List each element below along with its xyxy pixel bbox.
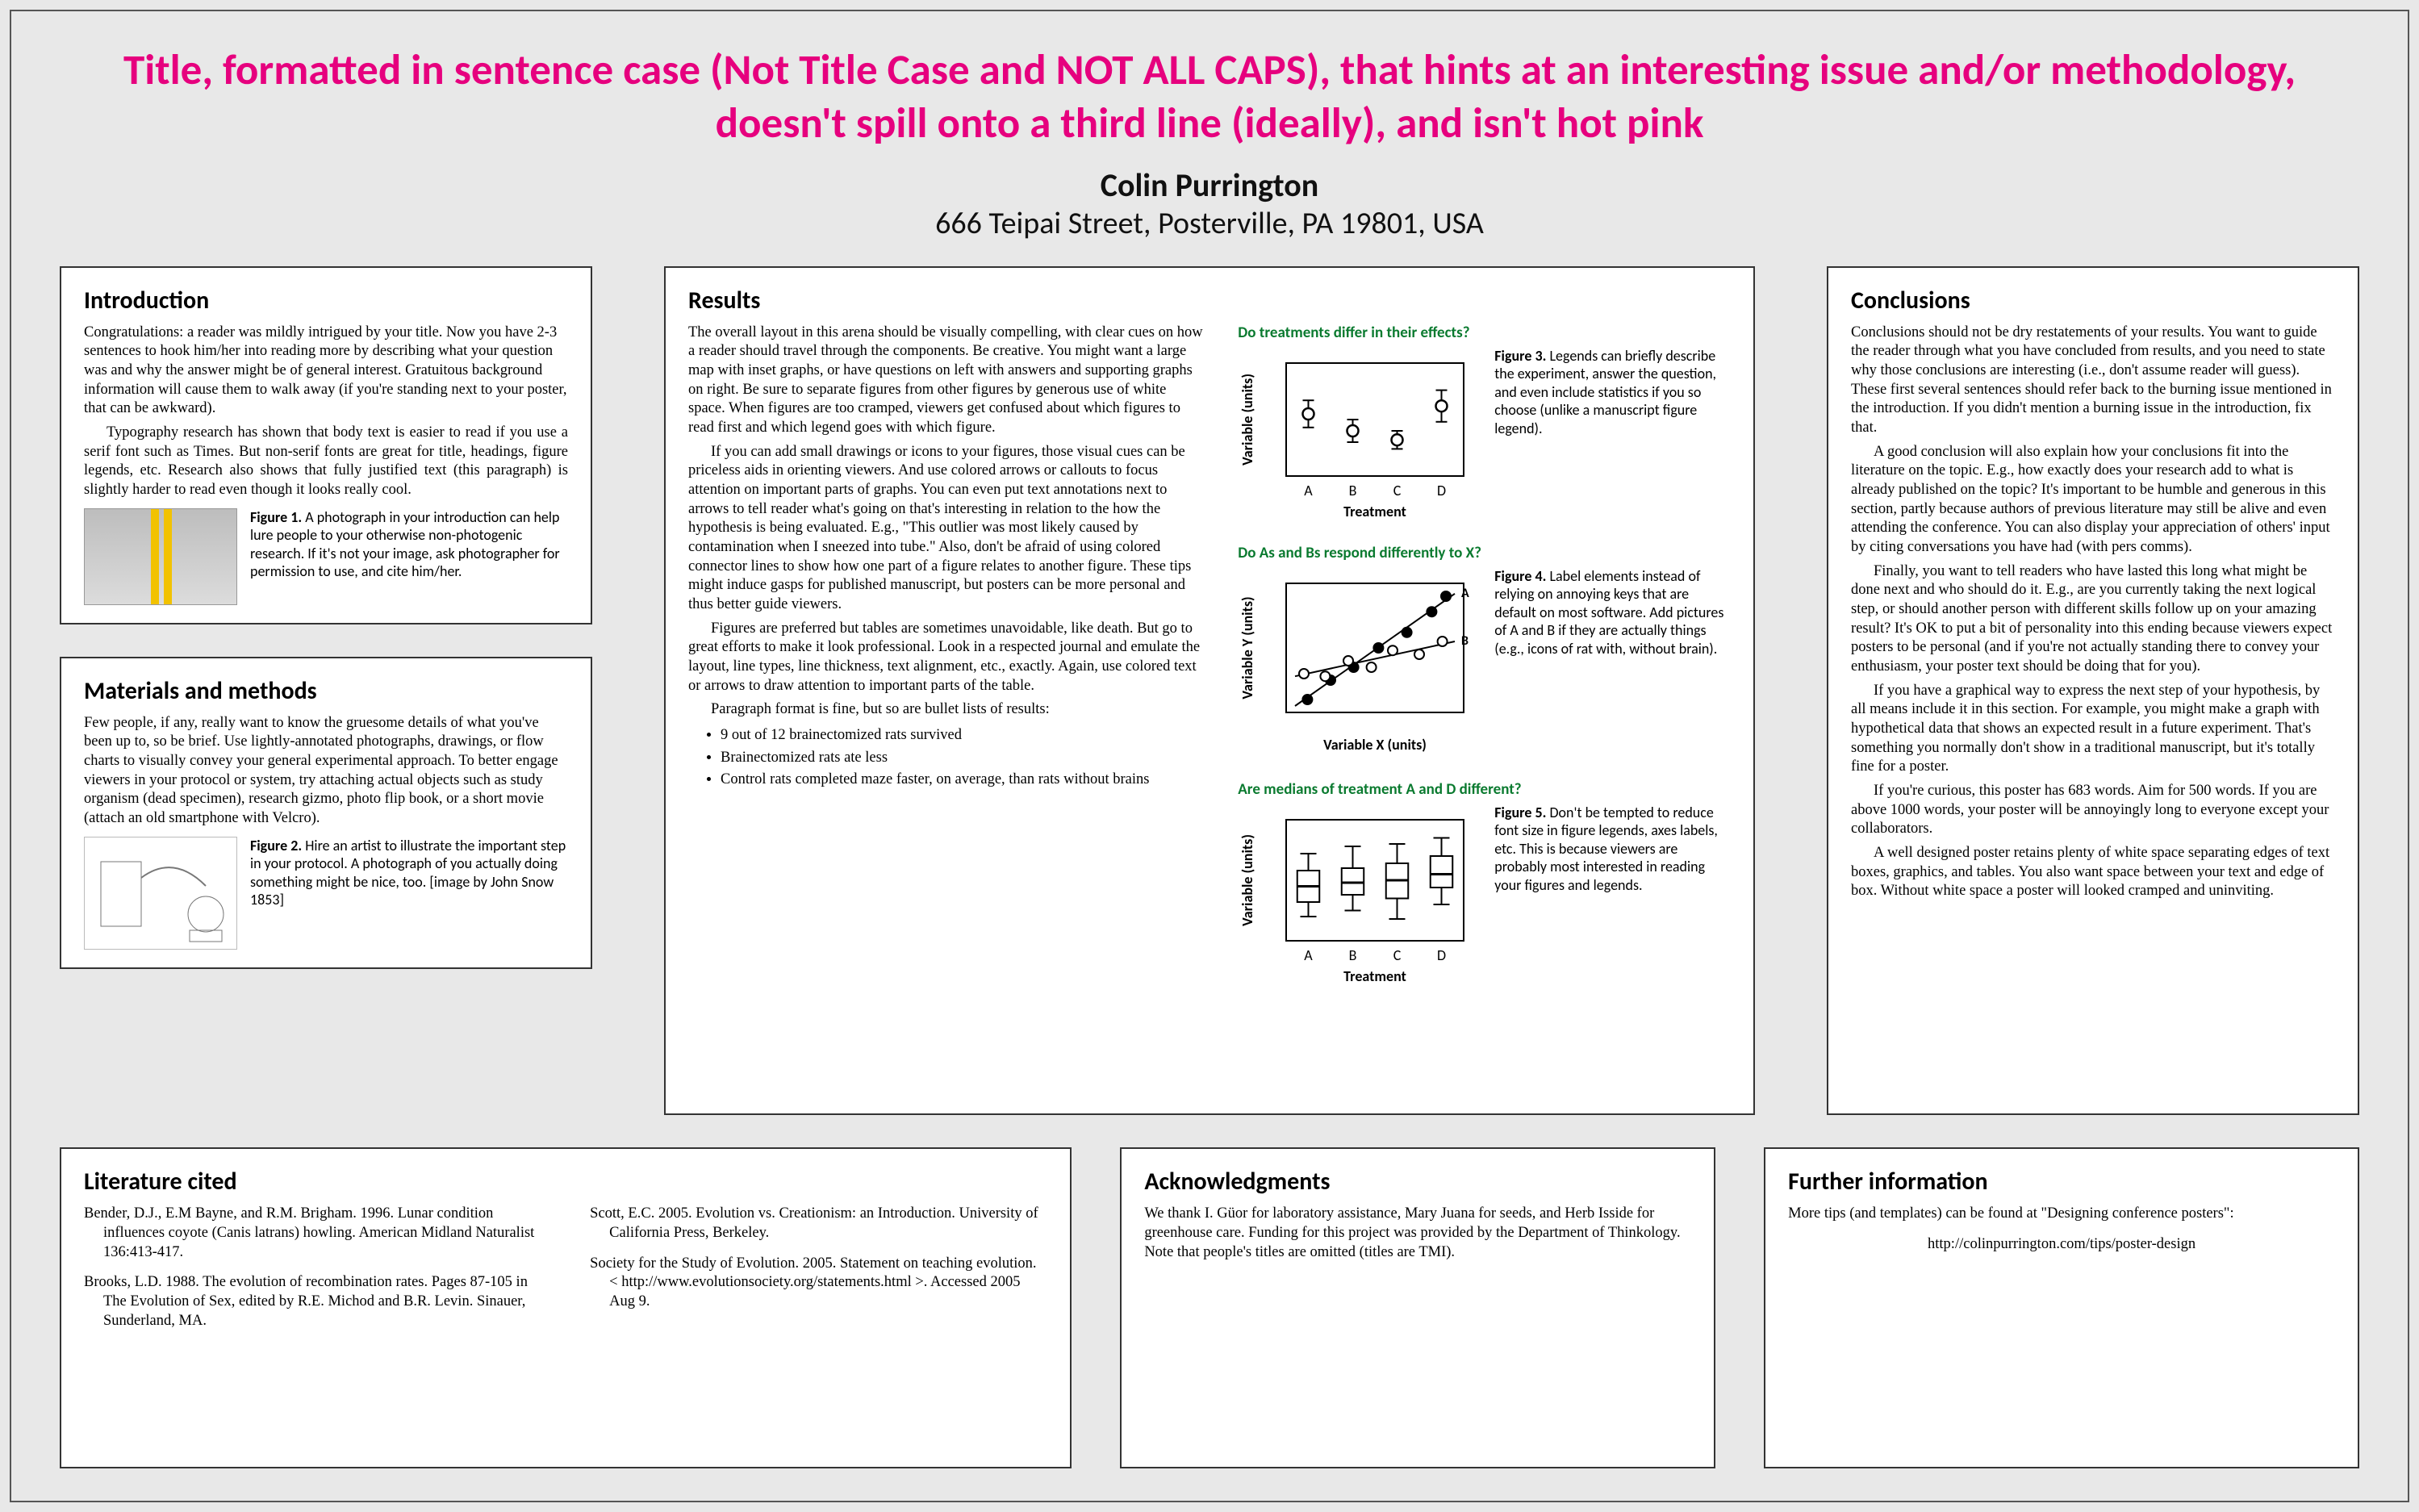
svg-text:A: A: [1461, 585, 1469, 600]
question-3: Are medians of treatment A and D differe…: [1238, 780, 1731, 799]
concl-p4: If you have a graphical way to express t…: [1851, 682, 2335, 777]
svg-text:Treatment: Treatment: [1343, 967, 1406, 985]
figure-5-block: Are medians of treatment A and D differe…: [1238, 780, 1731, 989]
results-heading: Results: [688, 286, 1731, 315]
intro-p1: Congratulations: a reader was mildly int…: [84, 324, 568, 419]
figure-2-image: [84, 837, 237, 950]
results-p4: Paragraph format is fine, but so are bul…: [688, 700, 1205, 720]
results-p3: Figures are preferred but tables are som…: [688, 620, 1205, 696]
ack-p1: We thank I. Güor for laboratory assistan…: [1144, 1205, 1691, 1262]
svg-text:Treatment: Treatment: [1343, 503, 1406, 520]
concl-p6: A well designed poster retains plenty of…: [1851, 844, 2335, 901]
bullet-3: Control rats completed maze faster, on a…: [721, 771, 1205, 790]
figure-2-caption: Figure 2. Hire an artist to illustrate t…: [250, 837, 568, 909]
svg-text:B: B: [1349, 946, 1357, 964]
concl-p1: Conclusions should not be dry restatemen…: [1851, 324, 2335, 438]
results-text-column: The overall layout in this arena should …: [688, 324, 1205, 989]
svg-text:B: B: [1461, 633, 1469, 649]
figure-3-block: Do treatments differ in their effects? A…: [1238, 324, 1731, 524]
bullet-1: 9 out of 12 brainectomized rats survived: [721, 726, 1205, 746]
svg-text:Variable Y (units): Variable Y (units): [1239, 596, 1256, 699]
svg-text:Variable X (units): Variable X (units): [1323, 736, 1427, 754]
acknowledgments-box: Acknowledgments We thank I. Güor for lab…: [1120, 1147, 1715, 1468]
ref-4: Society for the Study of Evolution. 2005…: [590, 1255, 1047, 1312]
bottom-row: Literature cited Bender, D.J., E.M Bayne…: [60, 1147, 2359, 1468]
conclusions-box: Conclusions Conclusions should not be dr…: [1827, 266, 2359, 1116]
ref-1: Bender, D.J., E.M Bayne, and R.M. Brigha…: [84, 1205, 541, 1262]
svg-text:B: B: [1349, 482, 1357, 499]
methods-box: Materials and methods Few people, if any…: [60, 657, 592, 969]
svg-text:Variable (units): Variable (units): [1239, 374, 1256, 466]
figure-5-chart: A B C D Treatment Variable (units): [1238, 804, 1480, 989]
question-2: Do As and Bs respond differently to X?: [1238, 544, 1731, 562]
figure-2: Figure 2. Hire an artist to illustrate t…: [84, 837, 568, 950]
figure-4-block: Do As and Bs respond differently to X? A…: [1238, 544, 1731, 761]
methods-p1: Few people, if any, really want to know …: [84, 714, 568, 829]
svg-text:C: C: [1393, 946, 1402, 964]
results-figures-column: Do treatments differ in their effects? A…: [1238, 324, 1731, 989]
results-box: Results The overall layout in this arena…: [664, 266, 1755, 1116]
bullet-2: Brainectomized rats ate less: [721, 749, 1205, 768]
further-heading: Further information: [1788, 1167, 2335, 1197]
figure-4-chart: A B Variable X (units) Variable Y (units): [1238, 567, 1480, 761]
figure-1-image: [84, 508, 237, 605]
introduction-box: Introduction Congratulations: a reader w…: [60, 266, 592, 624]
literature-box: Literature cited Bender, D.J., E.M Bayne…: [60, 1147, 1072, 1468]
question-1: Do treatments differ in their effects?: [1238, 324, 1731, 342]
left-column: Introduction Congratulations: a reader w…: [60, 266, 592, 1116]
concl-p2: A good conclusion will also explain how …: [1851, 443, 2335, 558]
svg-text:A: A: [1305, 482, 1314, 499]
figure-5-caption: Figure 5. Don't be tempted to reduce fon…: [1494, 804, 1731, 895]
figure-1: Figure 1. A photograph in your introduct…: [84, 508, 568, 605]
figure-1-caption: Figure 1. A photograph in your introduct…: [250, 508, 568, 581]
literature-heading: Literature cited: [84, 1167, 1047, 1197]
concl-p3: Finally, you want to tell readers who ha…: [1851, 562, 2335, 677]
poster-frame: Title, formatted in sentence case (Not T…: [10, 10, 2409, 1502]
methods-heading: Materials and methods: [84, 676, 568, 706]
svg-text:Variable (units): Variable (units): [1239, 834, 1256, 926]
further-url: http://colinpurrington.com/tips/poster-d…: [1788, 1235, 2335, 1255]
svg-text:D: D: [1437, 946, 1446, 964]
author-name: Colin Purrington: [60, 165, 2359, 205]
poster-title: Title, formatted in sentence case (Not T…: [120, 44, 2299, 151]
intro-heading: Introduction: [84, 286, 568, 315]
content-grid: Introduction Congratulations: a reader w…: [60, 266, 2359, 1469]
results-bullets: 9 out of 12 brainectomized rats survived…: [721, 726, 1205, 790]
svg-text:C: C: [1393, 482, 1402, 499]
further-info-box: Further information More tips (and templ…: [1764, 1147, 2359, 1468]
svg-text:A: A: [1305, 946, 1314, 964]
ack-heading: Acknowledgments: [1144, 1167, 1691, 1197]
results-p2: If you can add small drawings or icons t…: [688, 443, 1205, 615]
ref-3: Scott, E.C. 2005. Evolution vs. Creation…: [590, 1205, 1047, 1243]
further-p1: More tips (and templates) can be found a…: [1788, 1205, 2335, 1224]
author-affiliation: 666 Teipai Street, Posterville, PA 19801…: [60, 205, 2359, 242]
figure-4-caption: Figure 4. Label elements instead of rely…: [1494, 567, 1731, 658]
ref-2: Brooks, L.D. 1988. The evolution of reco…: [84, 1273, 541, 1330]
concl-p5: If you're curious, this poster has 683 w…: [1851, 782, 2335, 839]
results-p1: The overall layout in this arena should …: [688, 324, 1205, 438]
figure-3-caption: Figure 3. Legends can briefly describe t…: [1494, 347, 1731, 438]
conclusions-heading: Conclusions: [1851, 286, 2335, 315]
figure-3-chart: A B C D Treatment Variable (units): [1238, 347, 1480, 524]
svg-text:D: D: [1437, 482, 1446, 499]
intro-p2: Typography research has shown that body …: [84, 424, 568, 500]
